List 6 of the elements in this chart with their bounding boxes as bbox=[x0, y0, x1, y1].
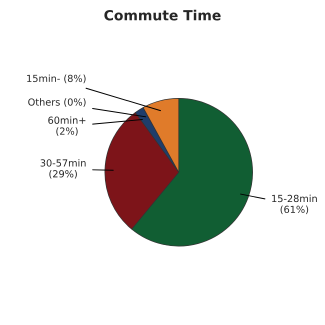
slice-label: 15min- (8%) bbox=[27, 74, 86, 84]
slice-label: 15-28min (61%) bbox=[272, 194, 317, 214]
slice-label: 60min+ (2%) bbox=[48, 116, 86, 136]
chart-title: Commute Time bbox=[104, 10, 221, 20]
category-label: Others (0%) bbox=[28, 98, 86, 107]
slice-label: 30-57min (29%) bbox=[40, 159, 86, 179]
